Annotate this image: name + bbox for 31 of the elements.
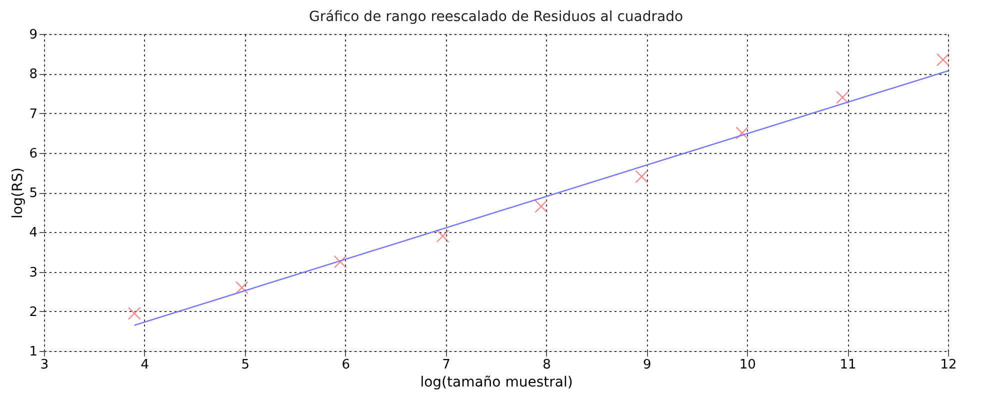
x-tick-label: 4 — [140, 358, 150, 372]
y-tick-label: 7 — [29, 106, 38, 122]
point — [334, 255, 347, 268]
y-tick-label: 9 — [29, 28, 38, 42]
x-tick-label: 10 — [739, 358, 756, 372]
x-axis-title: log(tamaño muestral) — [420, 374, 573, 390]
point — [836, 90, 850, 104]
x-tick-label: 11 — [840, 358, 856, 372]
point — [936, 53, 950, 66]
y-tick-label: 5 — [29, 186, 38, 201]
x-tick-label: 12 — [940, 358, 957, 372]
point — [235, 281, 248, 294]
point — [436, 230, 450, 243]
y-tick-label: 3 — [29, 265, 38, 280]
x-tick-label: 8 — [542, 358, 551, 372]
point — [635, 170, 648, 184]
y-tick-label: 8 — [29, 67, 38, 82]
x-tick-label: 9 — [643, 358, 652, 372]
point — [736, 126, 749, 140]
y-tick-label: 6 — [29, 146, 38, 162]
y-axis-title: log(RS) — [10, 168, 26, 218]
x-tick-label: 6 — [342, 358, 350, 372]
chart-title: Gráfico de rango reescalado de Residuos al cuadrado — [308, 9, 684, 25]
x-tick-label: 3 — [40, 358, 49, 372]
y-tick-label: 4 — [29, 226, 38, 241]
point — [128, 306, 141, 320]
point — [534, 200, 548, 213]
x-tick-label: 7 — [442, 358, 450, 372]
x-tick-label: 5 — [241, 358, 250, 372]
y-tick-label: 1 — [29, 344, 38, 360]
y-tick-label: 2 — [29, 304, 38, 320]
